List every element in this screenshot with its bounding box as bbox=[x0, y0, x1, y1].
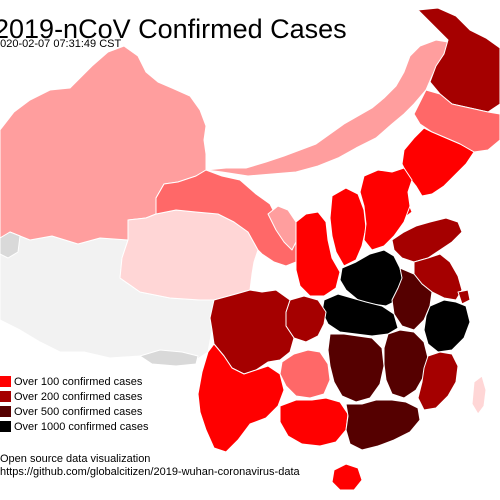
region-shanghai bbox=[457, 289, 471, 305]
legend-item-over-500: Over 500 confirmed cases bbox=[0, 404, 160, 419]
region-shandong bbox=[391, 217, 463, 263]
region-yunnan bbox=[197, 343, 285, 453]
legend-label-over-1000: Over 1000 confirmed cases bbox=[14, 420, 149, 433]
legend-swatch-over-100 bbox=[0, 376, 11, 387]
region-south-tibet bbox=[139, 349, 199, 367]
region-hubei bbox=[321, 293, 399, 337]
region-xinjiang bbox=[0, 45, 207, 245]
region-hebei bbox=[359, 167, 413, 251]
legend-item-over-200: Over 200 confirmed cases bbox=[0, 389, 160, 404]
region-anhui bbox=[391, 267, 433, 331]
footer-caption: Open source data visualization bbox=[0, 453, 151, 465]
legend-label-over-100: Over 100 confirmed cases bbox=[14, 375, 143, 388]
footer-repo-link[interactable]: https://github.com/globalcitizen/2019-wu… bbox=[0, 466, 300, 478]
map-title: 2019-nCoV Confirmed Cases bbox=[0, 14, 347, 44]
map-timestamp: 2020-02-07 07:31:49 CST bbox=[0, 38, 122, 50]
region-taiwan bbox=[471, 375, 487, 415]
region-zhejiang bbox=[423, 299, 471, 353]
region-guizhou bbox=[279, 349, 331, 399]
region-shanxi bbox=[329, 187, 367, 267]
region-guangdong bbox=[345, 399, 421, 451]
legend-swatch-over-500 bbox=[0, 406, 11, 417]
region-fujian bbox=[417, 351, 459, 411]
region-hunan bbox=[327, 333, 385, 403]
region-inner-mongolia bbox=[205, 39, 449, 177]
region-aksai-chin bbox=[0, 231, 21, 259]
legend-item-over-100: Over 100 confirmed cases bbox=[0, 374, 160, 389]
legend-swatch-over-1000 bbox=[0, 421, 11, 432]
region-shaanxi bbox=[295, 211, 341, 297]
legend-label-over-500: Over 500 confirmed cases bbox=[14, 405, 143, 418]
legend-label-over-200: Over 200 confirmed cases bbox=[14, 390, 143, 403]
region-jilin bbox=[413, 89, 500, 153]
map-legend: Over 100 confirmed cases Over 200 confir… bbox=[0, 374, 160, 434]
legend-item-over-1000: Over 1000 confirmed cases bbox=[0, 419, 160, 434]
map-footer: Open source data visualization https://g… bbox=[0, 453, 300, 479]
region-guangxi bbox=[279, 397, 349, 447]
region-hainan bbox=[331, 463, 363, 491]
legend-swatch-over-200 bbox=[0, 391, 11, 402]
region-jiangxi bbox=[383, 329, 429, 399]
